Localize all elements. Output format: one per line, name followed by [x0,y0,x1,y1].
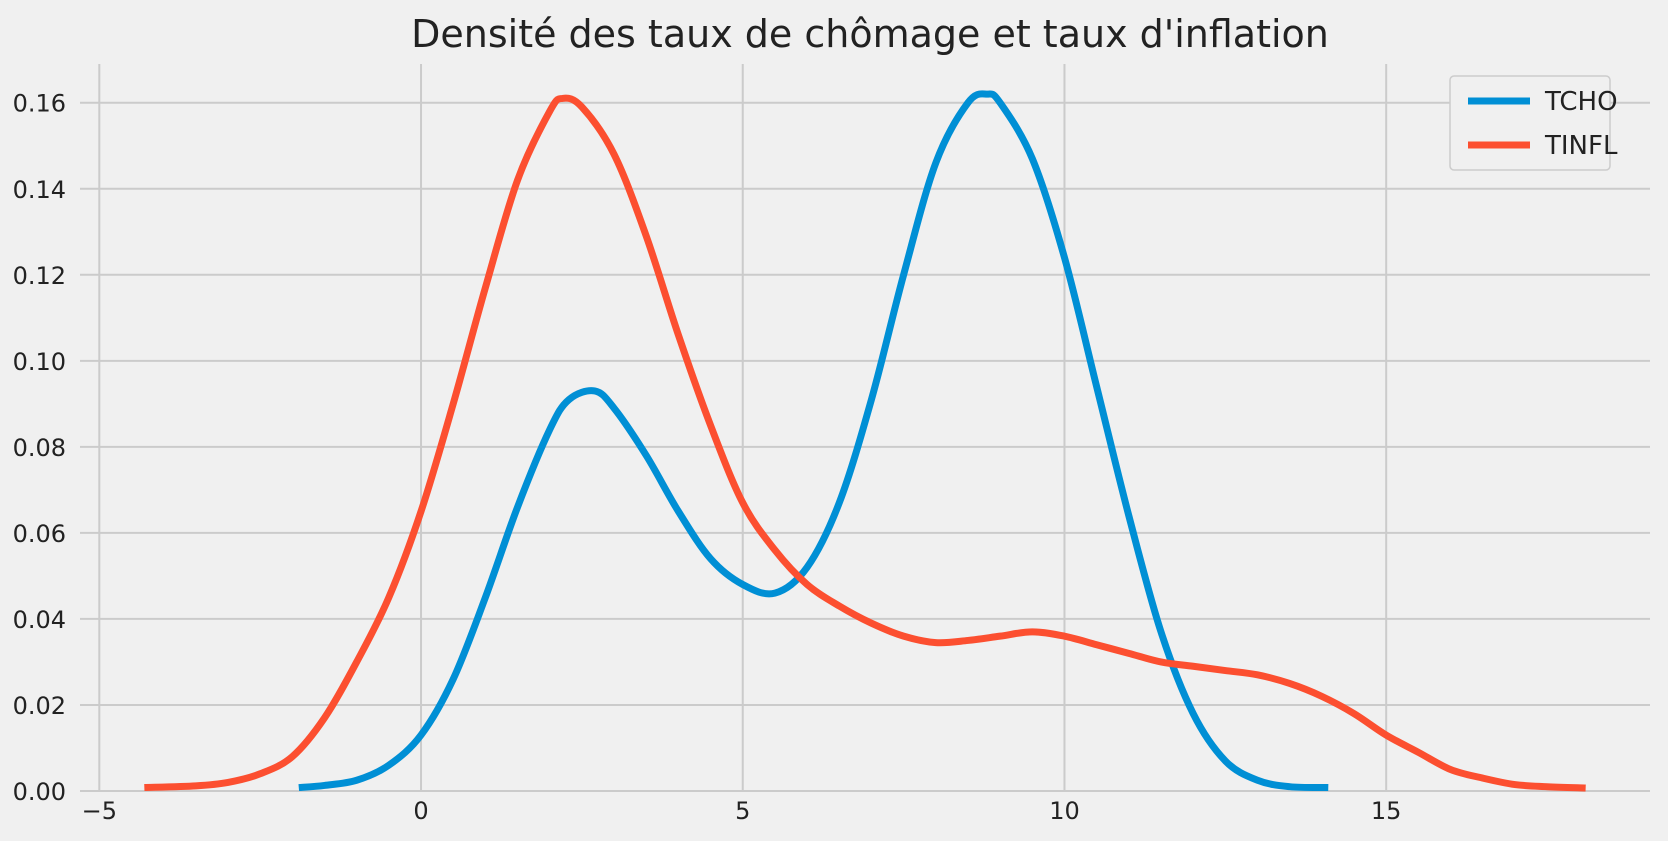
y-tick-label: 0.00 [13,778,66,806]
y-tick-label: 0.16 [13,90,66,118]
y-tick-label: 0.12 [13,262,66,290]
grid-layer [80,64,1650,792]
y-tick-label: 0.04 [13,606,66,634]
y-tick-label: 0.06 [13,520,66,548]
y-tick-label: 0.08 [13,434,66,462]
legend: TCHO TINFL [1449,75,1618,171]
x-tick-label: 0 [413,797,428,825]
series-line-tinfl [144,94,1586,792]
x-tick-label: 5 [735,797,750,825]
x-tick-label: 10 [1049,797,1080,825]
y-tick-label: 0.14 [13,176,66,204]
y-tick-label: 0.10 [13,348,66,376]
series-layer [144,90,1586,792]
x-tick-label: 15 [1371,797,1402,825]
legend-label-tcho: TCHO [1544,87,1618,117]
x-tick-label: −5 [82,797,117,825]
ticks-layer: −5 0 5 10 15 0.00 0.02 0.04 0.06 0.08 0.10 0.12 0.14… [13,90,1402,825]
chart-title: Densité des taux de chômage et taux d'in… [411,12,1329,56]
series-line-tcho [298,90,1329,792]
legend-label-tinfl: TINFL [1544,131,1618,161]
y-tick-label: 0.02 [13,692,66,720]
